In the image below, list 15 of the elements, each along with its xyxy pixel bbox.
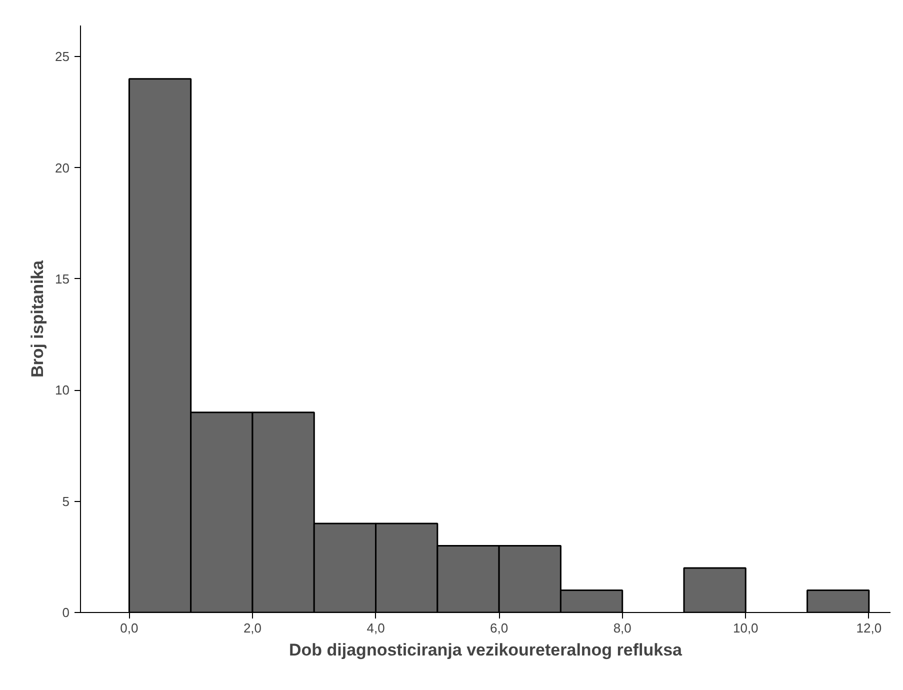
- x-tick-label: 4,0: [366, 620, 385, 636]
- x-tick-label: 6,0: [490, 620, 508, 636]
- y-tick-label: 20: [55, 160, 70, 176]
- x-tick-label: 10,0: [732, 620, 758, 636]
- y-tick-label: 0: [62, 605, 70, 620]
- x-tick-label: 12,0: [856, 620, 882, 636]
- x-tick-label: 8,0: [613, 620, 632, 636]
- y-tick-label: 15: [55, 271, 70, 286]
- x-axis-title: Dob dijagnosticiranja vezikoureteralnog refluksa: [289, 640, 683, 660]
- y-tick-label: 5: [62, 494, 70, 509]
- y-tick-label: 25: [55, 49, 70, 64]
- y-tick-label: 10: [55, 382, 70, 398]
- x-tick-label: 0,0: [120, 620, 138, 636]
- y-axis-title: Broj ispitanika: [28, 260, 48, 378]
- x-tick-label: 2,0: [243, 620, 262, 636]
